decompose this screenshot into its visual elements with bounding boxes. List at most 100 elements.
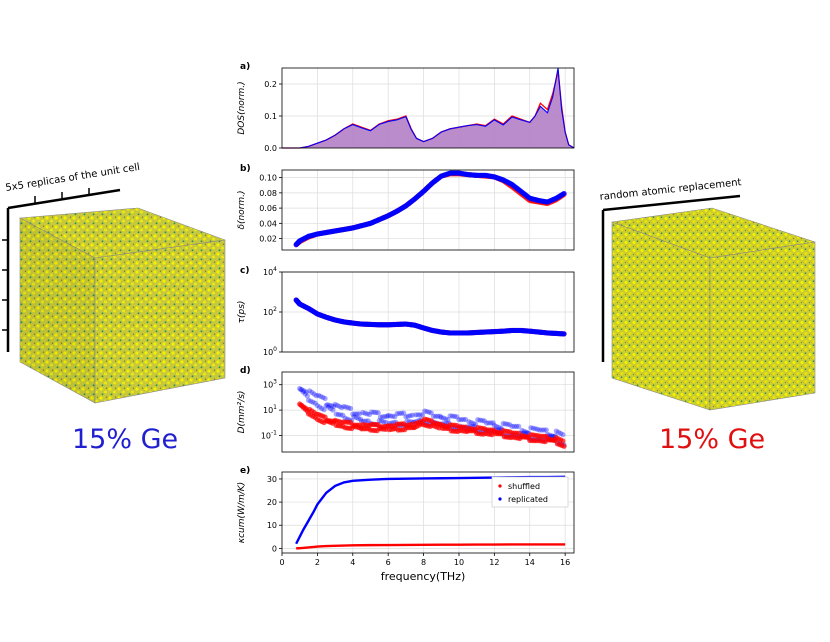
data-point xyxy=(449,413,455,419)
data-point xyxy=(308,398,314,404)
data-point xyxy=(328,405,334,412)
panel-a: a) 0.0 0.1 0.2 DOS(norm.) xyxy=(237,62,575,153)
data-point xyxy=(329,403,335,409)
left-cube-figure: 5x5 replicas of the unit cell xyxy=(2,162,226,404)
series-line-replicated xyxy=(282,67,575,149)
data-point xyxy=(365,418,371,424)
data-point xyxy=(560,438,566,444)
data-point xyxy=(301,388,307,394)
data-point xyxy=(331,403,337,409)
data-point xyxy=(351,414,357,420)
data-point xyxy=(382,413,388,420)
data-point xyxy=(413,412,419,418)
data-point xyxy=(539,427,545,433)
panel-frame xyxy=(281,271,575,353)
left-cube-caption: 5x5 replicas of the unit cell xyxy=(5,162,141,194)
y-axis-label: DOS(norm.) xyxy=(237,81,247,134)
legend-marker-replicated xyxy=(498,497,502,501)
data-point xyxy=(409,412,416,418)
data-point xyxy=(466,419,472,425)
data-point xyxy=(405,413,411,419)
data-point xyxy=(364,411,370,417)
y-tick-label: 102 xyxy=(263,306,277,317)
data-point xyxy=(312,400,318,406)
x-tick-label: 10 xyxy=(454,558,464,567)
data-point xyxy=(561,331,567,337)
data-point xyxy=(541,427,547,433)
data-point xyxy=(486,420,492,426)
data-point xyxy=(463,416,469,423)
data-point xyxy=(468,419,474,426)
dos-area xyxy=(282,68,574,148)
data-point xyxy=(336,403,343,410)
legend: shuffled replicated xyxy=(491,476,569,508)
x-tick-label: 6 xyxy=(386,558,391,567)
data-point xyxy=(318,393,324,399)
panel-frame xyxy=(281,169,575,251)
data-point xyxy=(363,418,369,424)
x-tick-label: 4 xyxy=(350,558,355,567)
data-point xyxy=(357,416,364,422)
data-point xyxy=(460,416,466,423)
data-point xyxy=(440,415,447,421)
data-point xyxy=(338,412,344,418)
x-tick-label: 14 xyxy=(525,558,535,567)
y-tick-exponent: 3 xyxy=(273,379,277,386)
data-point xyxy=(447,413,453,419)
data-point xyxy=(509,423,515,430)
data-point xyxy=(426,409,432,415)
data-point xyxy=(438,414,444,420)
data-point xyxy=(561,190,567,197)
data-point xyxy=(305,397,312,403)
right-composition-label: 15% Ge xyxy=(659,424,766,455)
panel-d: d) 103 101 10-1 D(mm²/s) xyxy=(237,366,575,453)
data-point xyxy=(325,404,332,410)
data-point xyxy=(378,418,385,424)
panel-c: c) 104 102 100 τ(ps) xyxy=(237,266,575,357)
y-axis-label: δ(norm.) xyxy=(237,190,247,229)
data-point xyxy=(484,420,490,426)
data-point xyxy=(335,411,342,418)
data-point xyxy=(523,429,530,435)
data-point xyxy=(385,412,391,419)
x-tick-label: 16 xyxy=(560,558,570,567)
data-point xyxy=(479,417,485,424)
data-point xyxy=(360,409,366,416)
x-tick-label: 2 xyxy=(315,558,320,567)
data-point xyxy=(437,413,443,419)
data-point xyxy=(424,408,430,415)
data-point xyxy=(537,427,543,433)
panel-b: b) 0.10 0.08 0.06 0.04 0.02 δ(norm.) xyxy=(237,164,575,251)
panel-e: e) 30 20 10 0 shuffled replicated κcum(W/m/K) 0 2… xyxy=(237,466,575,567)
data-point xyxy=(347,405,354,412)
data-point xyxy=(322,395,328,402)
legend-label-shuffled: shuffled xyxy=(508,482,540,491)
data-point xyxy=(528,425,534,431)
x-tick-label: 0 xyxy=(279,558,284,567)
y-tick-label: 30 xyxy=(267,475,277,484)
data-point xyxy=(490,420,496,426)
y-tick-exponent: -1 xyxy=(271,429,277,436)
y-tick-label: 20 xyxy=(267,498,277,507)
data-point xyxy=(435,413,441,419)
panel-frame xyxy=(281,371,575,453)
data-point xyxy=(313,393,319,399)
y-tick-label: 100 xyxy=(263,346,277,357)
data-point xyxy=(419,412,426,418)
y-axis-label: D(mm²/s) xyxy=(237,391,247,434)
data-point xyxy=(558,430,564,437)
y-tick-exponent: 1 xyxy=(273,404,277,411)
x-tick-label: 8 xyxy=(421,558,426,567)
data-point xyxy=(511,423,517,429)
data-point xyxy=(513,423,520,429)
data-point xyxy=(422,408,428,414)
data-point xyxy=(352,411,358,417)
legend-marker-shuffled xyxy=(498,484,502,488)
panel-tag: d) xyxy=(240,366,251,376)
data-point xyxy=(491,423,497,429)
data-point xyxy=(297,385,303,392)
data-point xyxy=(368,409,375,415)
data-point xyxy=(302,391,308,397)
data-point xyxy=(345,405,351,411)
data-point xyxy=(477,417,483,423)
